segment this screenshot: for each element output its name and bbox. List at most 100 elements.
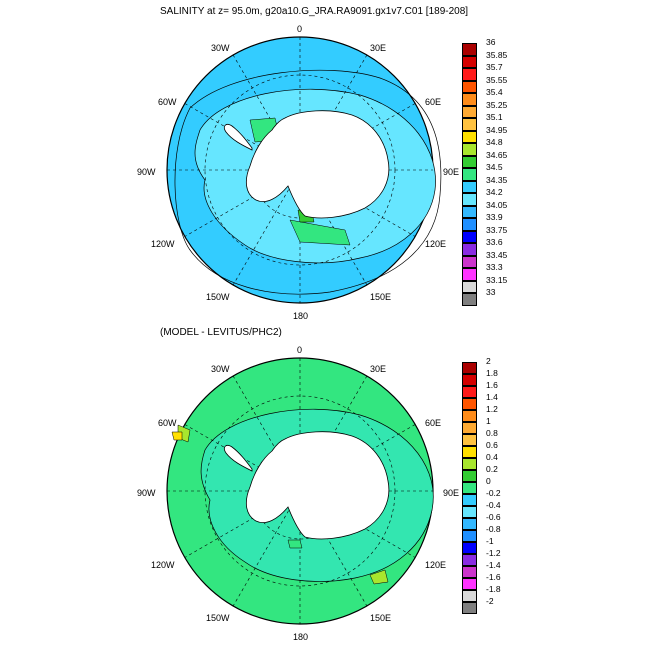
colorbar-swatch xyxy=(462,93,477,106)
colorbar-label: 35.85 xyxy=(486,49,508,60)
colorbar-swatch xyxy=(462,578,477,590)
colorbar-swatch xyxy=(462,590,477,602)
lon-label-30e: 30E xyxy=(370,364,387,374)
colorbar-label: 2 xyxy=(486,356,491,366)
colorbar-swatch xyxy=(462,68,477,81)
lon-label-0: 0 xyxy=(297,24,303,34)
colorbar-swatch xyxy=(462,506,477,518)
lon-label-90e: 90E xyxy=(443,167,460,177)
colorbar-label: -1.4 xyxy=(486,560,501,570)
colorbar-label: -1.2 xyxy=(486,548,501,558)
lon-label-60e: 60E xyxy=(425,97,442,107)
colorbar-label: 34.05 xyxy=(486,199,508,210)
colorbar-swatch xyxy=(462,374,477,386)
lon-label-30w: 30W xyxy=(211,43,230,53)
colorbar-swatch xyxy=(462,386,477,398)
colorbar-swatch xyxy=(462,470,477,482)
colorbar-label: -0.4 xyxy=(486,500,501,510)
antarctica-landmass xyxy=(245,110,390,219)
lon-label-120w: 120W xyxy=(151,239,175,249)
colorbar-swatch xyxy=(462,168,477,181)
colorbar-label: 1.4 xyxy=(486,392,498,402)
colorbar-swatch xyxy=(462,542,477,554)
antarctic-peninsula xyxy=(224,124,253,151)
panel-title-salinity: SALINITY at z= 95.0m, g20a10.G_JRA.RA909… xyxy=(160,6,469,17)
antarctica-landmass xyxy=(245,431,390,540)
colorbar-label: 33 xyxy=(486,287,496,297)
colorbar-swatch xyxy=(462,434,477,446)
colorbar-swatch xyxy=(462,566,477,578)
colorbar-label: 33.9 xyxy=(486,212,503,222)
colorbar-swatch xyxy=(462,243,477,256)
colorbar-swatch xyxy=(462,422,477,434)
colorbar-swatch xyxy=(462,255,477,268)
colorbar-swatch xyxy=(462,205,477,218)
colorbar-label: 34.35 xyxy=(486,174,508,185)
colorbar-swatch xyxy=(462,398,477,410)
lon-label-150e: 150E xyxy=(370,292,392,302)
colorbar-label: 34.8 xyxy=(486,137,503,147)
colorbar-swatch xyxy=(462,362,477,374)
colorbar-swatch xyxy=(462,193,477,206)
colorbar-label: 1.2 xyxy=(486,404,498,414)
colorbar-label: 33.6 xyxy=(486,237,503,247)
lon-label-90w: 90W xyxy=(137,488,156,498)
colorbar-swatch xyxy=(462,268,477,281)
polar-map-salinity xyxy=(166,36,442,304)
colorbar-swatch xyxy=(462,458,477,470)
colorbar-swatch xyxy=(462,280,477,293)
colorbar-swatch xyxy=(462,482,477,494)
colorbar-swatch xyxy=(462,494,477,506)
lon-label-60w: 60W xyxy=(158,97,177,107)
colorbar-swatch xyxy=(462,180,477,193)
lon-label-150w: 150W xyxy=(206,613,230,623)
colorbar-label: 33.45 xyxy=(486,249,508,260)
colorbar-swatch xyxy=(462,105,477,118)
colorbar-label: -0.8 xyxy=(486,524,501,534)
colorbar-label: 35.4 xyxy=(486,87,503,97)
colorbar-label: 1.8 xyxy=(486,368,498,378)
colorbar-swatch xyxy=(462,55,477,68)
lon-label-180: 180 xyxy=(293,632,309,642)
colorbar-swatch xyxy=(462,293,477,306)
colorbar-swatch xyxy=(462,155,477,168)
colorbar-label: 33.75 xyxy=(486,224,508,235)
colorbar-label: 34.95 xyxy=(486,124,508,135)
difference-patch xyxy=(369,569,389,585)
colorbar-label: 0.4 xyxy=(486,452,498,462)
colorbar-swatch xyxy=(462,218,477,231)
colorbar-label: 33.15 xyxy=(486,274,508,285)
lon-label-30w: 30W xyxy=(211,364,230,374)
colorbar-swatch xyxy=(462,118,477,131)
lon-label-150w: 150W xyxy=(206,292,230,302)
colorbar-swatch xyxy=(462,80,477,93)
colorbar-swatch xyxy=(462,143,477,156)
lon-label-30e: 30E xyxy=(370,43,387,53)
lon-label-120e: 120E xyxy=(425,239,447,249)
colorbar-label: 34.65 xyxy=(486,149,508,160)
colorbar-swatch xyxy=(462,530,477,542)
colorbar-swatch xyxy=(462,554,477,566)
colorbar-swatch xyxy=(462,446,477,458)
colorbar-difference: 2 1.8 1.6 1.4 1.2 1 0.8 0.6 0.4 0.2 0 -0.2 -0.4 -0.6 -… xyxy=(462,356,522,622)
colorbar-label: 0.6 xyxy=(486,440,498,450)
lon-label-150e: 150E xyxy=(370,613,392,623)
difference-patch xyxy=(171,431,183,441)
lon-label-180: 180 xyxy=(293,311,309,321)
colorbar-label: 0 xyxy=(486,476,491,486)
colorbar-salinity: 36 35.85 35.7 35.55 35.4 35.25 35.1 34.95 34.8 34… xyxy=(462,37,522,315)
antarctic-peninsula xyxy=(224,445,253,472)
outer-contour xyxy=(174,69,442,295)
polar-map-difference xyxy=(166,357,434,625)
lon-label-120w: 120W xyxy=(151,560,175,570)
lon-label-60w: 60W xyxy=(158,418,177,428)
colorbar-label: 35.7 xyxy=(486,62,503,72)
colorbar-swatch xyxy=(462,230,477,243)
colorbar-label: -1.8 xyxy=(486,584,501,594)
colorbar-label: 34.2 xyxy=(486,187,503,197)
colorbar-label: -0.6 xyxy=(486,512,501,522)
colorbar-label: 0.2 xyxy=(486,464,498,474)
colorbar-label: 36 xyxy=(486,37,496,47)
colorbar-label: 0.8 xyxy=(486,428,498,438)
